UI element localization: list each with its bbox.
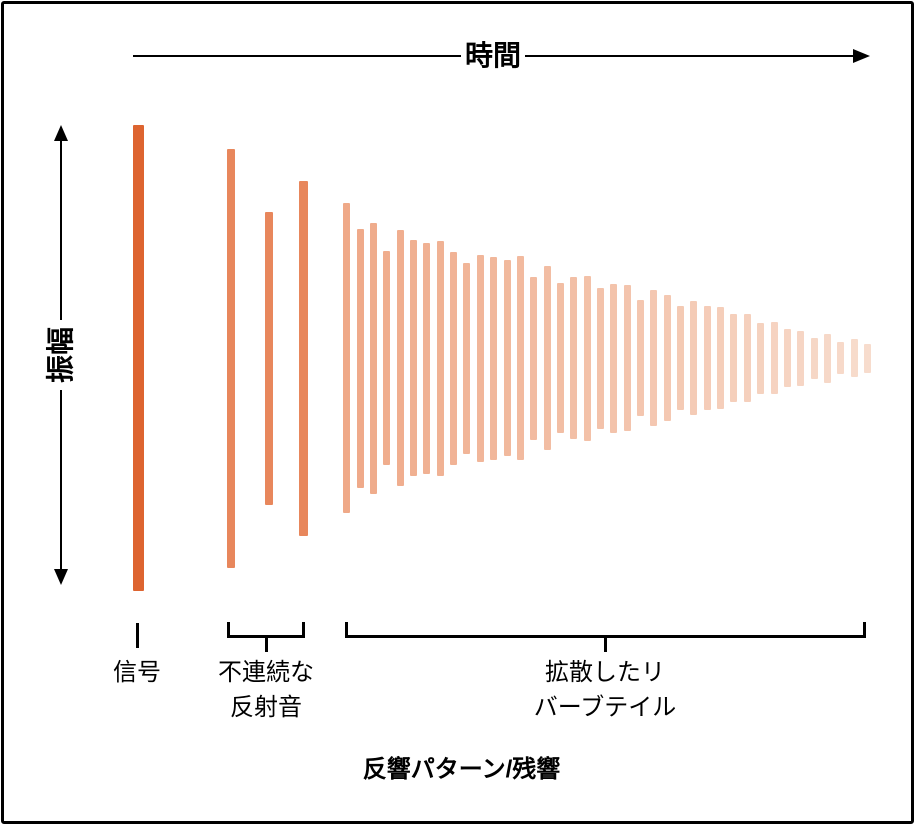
tail-label-line2: バーブテイル [533, 694, 677, 721]
amplitude-bar [690, 301, 698, 415]
amplitude-axis-arrowhead-down-icon [54, 569, 68, 585]
amplitude-bar [476, 254, 484, 462]
amplitude-bar [516, 256, 524, 460]
amplitude-bar [583, 275, 591, 441]
amplitude-axis-arrowhead-up-icon [54, 125, 68, 141]
amplitude-bar [596, 287, 604, 429]
amplitude-bar [650, 290, 658, 426]
amplitude-bar [356, 228, 364, 488]
amplitude-bar [463, 262, 471, 454]
amplitude-bar [623, 285, 631, 431]
amplitude-axis: 振幅 [45, 125, 76, 585]
amplitude-bar [436, 240, 444, 476]
amplitude-bar [637, 300, 644, 416]
reflections-label-line1: 不連続な [218, 659, 314, 686]
amplitude-bar [490, 256, 498, 460]
amplitude-bar [823, 333, 831, 383]
time-axis-line-right [525, 55, 854, 57]
amplitude-bar [383, 251, 391, 465]
bars-layer [4, 4, 915, 829]
amplitude-bar [770, 322, 778, 394]
amplitude-bar [370, 222, 377, 494]
diagram-title: 反響パターン/残響 [362, 756, 561, 783]
amplitude-bar [503, 260, 511, 456]
amplitude-bar [530, 276, 538, 440]
amplitude-bar [757, 322, 765, 394]
amplitude-bar [570, 277, 578, 439]
amplitude-bar [717, 307, 725, 409]
amplitude-bar [423, 242, 431, 474]
amplitude-bar [703, 306, 711, 410]
amplitude-bar [299, 180, 308, 536]
amplitude-bar [850, 339, 858, 377]
amplitude-bar [226, 148, 235, 568]
amplitude-bar [863, 343, 871, 373]
amplitude-bar [677, 306, 685, 410]
amplitude-bar [783, 329, 791, 387]
tail-label: 拡散したリ バーブテイル [534, 655, 677, 725]
reflections-label-line2: 反射音 [230, 694, 302, 721]
amplitude-bar [663, 295, 671, 421]
amplitude-axis-line-bottom [60, 390, 62, 569]
amplitude-bar [133, 125, 144, 591]
tail-label-line1: 拡散したリ [545, 659, 665, 686]
time-axis-label: 時間 [465, 40, 522, 71]
amplitude-axis-line-top [60, 141, 62, 320]
signal-label-text: 信号 [113, 659, 161, 686]
time-axis-line-left [133, 55, 461, 57]
amplitude-bar [396, 230, 404, 486]
reflections-label: 不連続な 反射音 [218, 655, 314, 725]
signal-tick [136, 623, 139, 648]
amplitude-bar [264, 211, 273, 505]
amplitude-bar [543, 266, 551, 450]
time-axis: 時間 [133, 40, 871, 72]
amplitude-bar [410, 240, 418, 476]
time-axis-arrowhead-icon [853, 49, 871, 63]
amplitude-bar [343, 203, 351, 513]
amplitude-bar [450, 251, 458, 465]
amplitude-bar [730, 314, 738, 402]
amplitude-bar [610, 283, 618, 433]
amplitude-bar [810, 337, 818, 379]
reflections-bracket [227, 622, 305, 652]
signal-label: 信号 [113, 655, 161, 690]
amplitude-bar [837, 342, 845, 374]
amplitude-bar [797, 330, 805, 386]
tail-bracket [345, 622, 866, 652]
amplitude-bar [743, 314, 751, 402]
amplitude-bar [556, 283, 564, 433]
